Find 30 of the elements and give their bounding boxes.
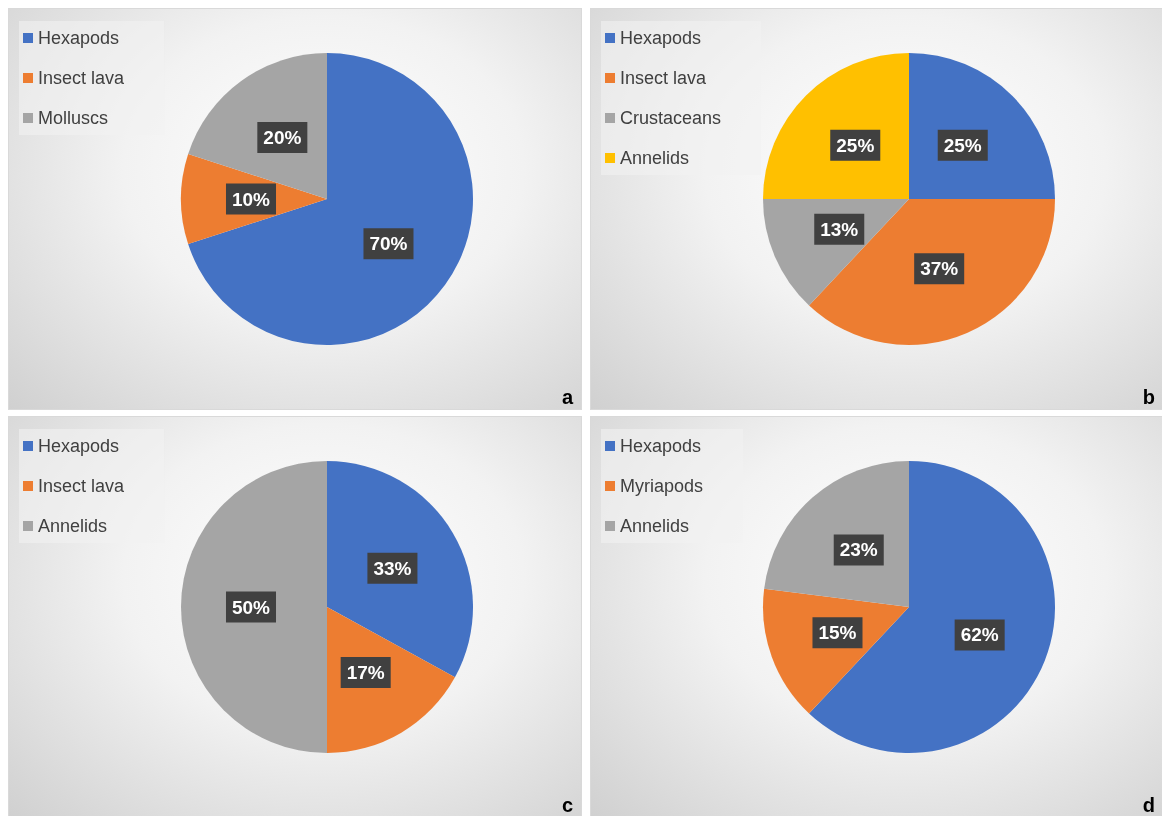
data-label: 10% — [231, 188, 271, 210]
legend-label: Hexapods — [620, 436, 702, 456]
data-label: 62% — [960, 624, 999, 646]
legend-label: Annelids — [620, 148, 690, 168]
legend-label: Insect lava — [38, 476, 126, 496]
legend-label: Insect lava — [620, 68, 708, 88]
data-label: 37% — [920, 258, 959, 280]
data-label: 17% — [346, 661, 385, 683]
legend-label: Myriapods — [620, 476, 704, 496]
text: a — [561, 386, 574, 408]
data-label: 23% — [839, 539, 878, 561]
legend-label: Molluscs — [38, 108, 109, 128]
data-label: 70% — [369, 233, 408, 255]
data-label: 15% — [818, 622, 857, 644]
data-label: 25% — [836, 134, 875, 156]
legend-label: Annelids — [38, 516, 108, 536]
legend-label: Annelids — [620, 516, 690, 536]
data-label: 50% — [231, 596, 271, 618]
legend-label: Hexapods — [620, 28, 702, 48]
text: d — [1142, 794, 1155, 816]
text: c — [561, 794, 573, 816]
data-label: 25% — [943, 134, 982, 156]
legend-label: Insect lava — [38, 68, 126, 88]
data-label: 13% — [820, 218, 859, 240]
data-label: 20% — [263, 127, 302, 149]
data-label: 33% — [373, 557, 412, 579]
legend-label: Hexapods — [38, 436, 120, 456]
legend-label: Hexapods — [38, 28, 120, 48]
text: b — [1142, 386, 1155, 408]
legend-label: Crustaceans — [620, 108, 722, 128]
